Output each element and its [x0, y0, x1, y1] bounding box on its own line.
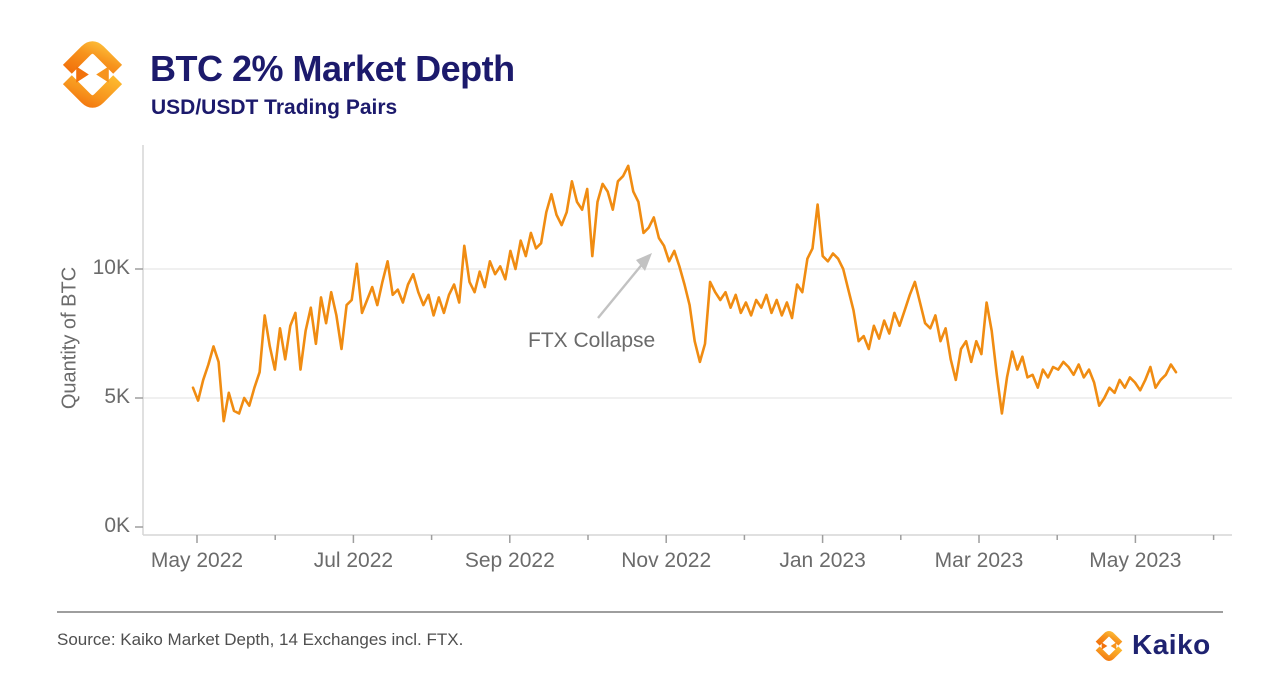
page-title: BTC 2% Market Depth [150, 48, 515, 89]
x-tick-label: Jul 2022 [313, 549, 394, 572]
kaiko-logo-icon [1095, 631, 1123, 661]
y-tick-label: 5K [104, 385, 130, 408]
axes [135, 145, 1232, 543]
x-tick-label: May 2023 [1089, 549, 1182, 572]
footer-divider [57, 611, 1223, 613]
x-tick-label: Jan 2023 [779, 549, 866, 572]
page-subtitle: USD/USDT Trading Pairs [151, 96, 398, 119]
kaiko-logo-icon [62, 41, 123, 108]
kaiko-wordmark: Kaiko [1132, 629, 1211, 660]
ftx-collapse-annotation: FTX Collapse [528, 329, 656, 352]
source-note: Source: Kaiko Market Depth, 14 Exchanges… [57, 630, 464, 649]
btc-depth-series-line [191, 164, 1178, 423]
x-tick-label: Sep 2022 [464, 549, 555, 572]
x-tick-label: Nov 2022 [621, 549, 712, 572]
y-tick-label: 10K [92, 256, 130, 279]
y-tick-label: 0K [104, 514, 130, 537]
annotation-arrow-icon [597, 253, 652, 319]
x-tick-label: Mar 2023 [934, 549, 1024, 572]
x-tick-label: May 2022 [150, 549, 244, 572]
gridlines [143, 268, 1232, 399]
